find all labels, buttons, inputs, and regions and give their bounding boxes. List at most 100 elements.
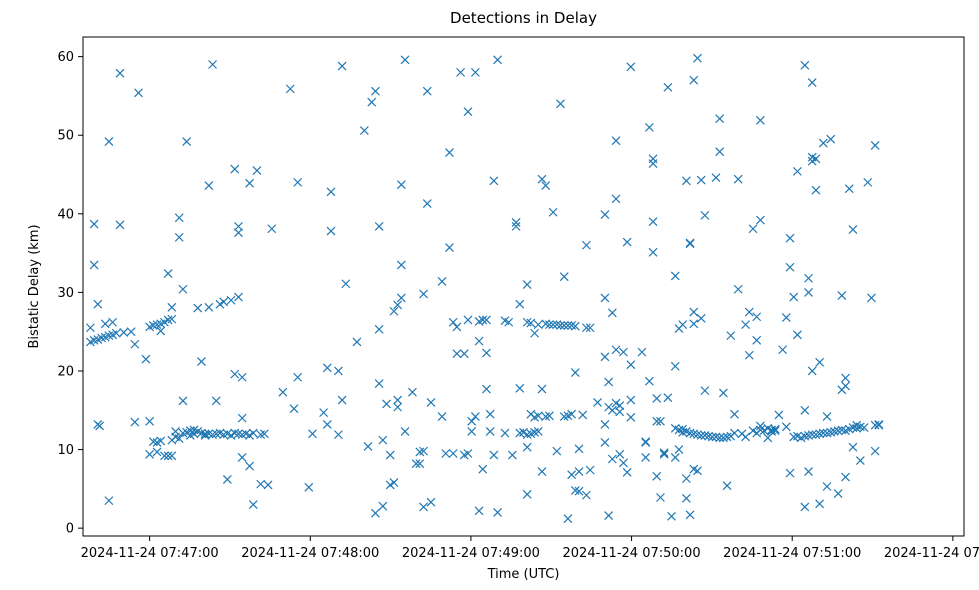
detection-marker [604, 511, 614, 520]
detection-marker [785, 468, 795, 478]
y-tick-label: 60 [57, 50, 74, 65]
detection-marker [622, 237, 632, 247]
detection-marker [289, 404, 299, 414]
detection-marker [482, 384, 491, 394]
detection-marker [322, 419, 332, 429]
detection-marker [263, 480, 273, 490]
detection-marker [145, 416, 155, 426]
detection-marker [578, 410, 588, 420]
detection-marker [600, 438, 610, 447]
detection-marker [841, 472, 850, 482]
detection-marker [804, 273, 813, 283]
detection-marker [619, 347, 628, 357]
detection-marker [237, 413, 247, 423]
detection-marker [544, 320, 554, 330]
detection-marker [248, 428, 258, 438]
detection-marker [326, 226, 336, 236]
detection-marker [859, 423, 869, 432]
detection-marker [752, 335, 762, 345]
detection-marker [552, 446, 562, 456]
detection-marker [382, 399, 391, 409]
detection-marker [563, 514, 573, 524]
detection-marker [259, 429, 269, 439]
detection-marker [752, 312, 762, 322]
detection-marker [733, 174, 743, 184]
detection-marker [778, 345, 788, 355]
detection-marker [419, 502, 428, 512]
detection-marker [463, 315, 473, 325]
detection-marker [748, 224, 758, 234]
detection-marker [393, 402, 403, 412]
detection-marker [818, 138, 828, 148]
detection-marker [641, 452, 651, 462]
detection-marker [174, 434, 184, 443]
y-tick-label: 50 [57, 129, 74, 144]
detection-marker [400, 427, 410, 436]
y-axis-label: Bistatic Delay (km) [27, 224, 42, 348]
detection-marker [130, 417, 140, 427]
detection-marker [600, 419, 610, 429]
detection-marker [689, 307, 699, 317]
detection-marker [696, 313, 706, 323]
detection-marker [119, 328, 129, 337]
detection-marker [670, 452, 680, 462]
detection-marker [163, 451, 173, 461]
detection-marker [626, 412, 636, 422]
detection-marker [600, 210, 610, 220]
detection-marker [659, 448, 669, 458]
detection-marker [211, 396, 221, 406]
detection-marker [522, 442, 532, 452]
detection-marker [563, 320, 573, 330]
detection-marker [626, 62, 636, 72]
detection-marker [515, 383, 525, 393]
detection-marker [415, 459, 425, 469]
detection-marker [208, 60, 217, 69]
detection-marker [193, 303, 203, 313]
x-axis-label: Time (UTC) [487, 567, 560, 582]
detection-marker [171, 427, 180, 436]
detection-marker [733, 284, 743, 294]
detection-marker [548, 320, 558, 330]
detection-marker [807, 430, 817, 440]
x-tick-label: 2024-11-24 07:52:00 [884, 546, 979, 561]
detection-marker [648, 159, 658, 168]
detection-marker [308, 429, 317, 439]
data-points [85, 53, 884, 524]
detection-marker [667, 511, 676, 521]
detection-marker [537, 467, 547, 476]
detection-marker [656, 416, 665, 426]
detection-marker [648, 247, 658, 257]
detection-marker [681, 474, 691, 484]
detection-marker [182, 137, 192, 146]
detection-marker [670, 271, 680, 281]
detection-marker [841, 373, 850, 383]
detection-marker [663, 393, 673, 403]
detection-marker [204, 302, 214, 312]
detection-marker [167, 451, 177, 461]
detection-marker [570, 321, 580, 331]
detection-marker [600, 293, 610, 303]
detection-marker [504, 317, 514, 327]
detection-marker [800, 502, 810, 512]
detection-marker [115, 68, 125, 78]
detection-marker [452, 322, 462, 332]
detection-marker [474, 506, 484, 516]
detection-marker [822, 482, 832, 491]
detection-marker [652, 394, 662, 403]
detection-marker [626, 395, 636, 405]
detection-marker [530, 328, 540, 338]
detection-marker [104, 137, 114, 146]
detection-marker [230, 369, 240, 379]
detection-marker [652, 416, 662, 426]
x-tick-label: 2024-11-24 07:48:00 [241, 546, 379, 561]
detection-marker [326, 187, 336, 197]
detection-marker [145, 449, 155, 459]
detection-marker [611, 136, 621, 146]
detection-marker [337, 395, 347, 405]
detection-marker [744, 307, 754, 317]
detection-marker [789, 292, 799, 302]
detection-marker [463, 107, 473, 117]
detection-marker [659, 449, 669, 459]
detection-marker [681, 176, 691, 186]
detection-marker [770, 426, 780, 436]
